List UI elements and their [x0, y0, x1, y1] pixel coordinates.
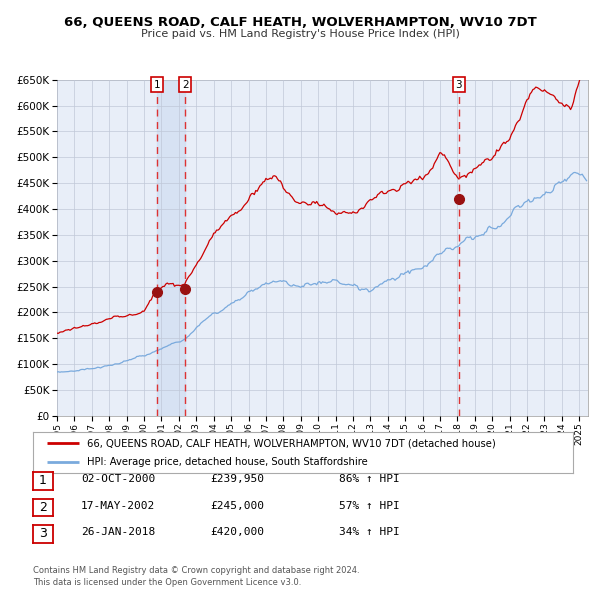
Text: £239,950: £239,950 [210, 474, 264, 484]
Text: Contains HM Land Registry data © Crown copyright and database right 2024.
This d: Contains HM Land Registry data © Crown c… [33, 566, 359, 587]
Text: 2: 2 [39, 501, 47, 514]
Text: 57% ↑ HPI: 57% ↑ HPI [339, 501, 400, 510]
Text: 17-MAY-2002: 17-MAY-2002 [81, 501, 155, 510]
Text: £420,000: £420,000 [210, 527, 264, 537]
Text: 1: 1 [39, 474, 47, 487]
Text: 34% ↑ HPI: 34% ↑ HPI [339, 527, 400, 537]
Bar [157, 80, 185, 416]
Text: 66, QUEENS ROAD, CALF HEATH, WOLVERHAMPTON, WV10 7DT (detached house): 66, QUEENS ROAD, CALF HEATH, WOLVERHAMPT… [87, 438, 496, 448]
Text: 66, QUEENS ROAD, CALF HEATH, WOLVERHAMPTON, WV10 7DT: 66, QUEENS ROAD, CALF HEATH, WOLVERHAMPT… [64, 16, 536, 29]
Text: 2: 2 [182, 80, 188, 90]
Text: £245,000: £245,000 [210, 501, 264, 510]
Text: HPI: Average price, detached house, South Staffordshire: HPI: Average price, detached house, Sout… [87, 457, 368, 467]
Text: Price paid vs. HM Land Registry's House Price Index (HPI): Price paid vs. HM Land Registry's House … [140, 30, 460, 39]
Text: 86% ↑ HPI: 86% ↑ HPI [339, 474, 400, 484]
Text: 1: 1 [154, 80, 160, 90]
Text: 02-OCT-2000: 02-OCT-2000 [81, 474, 155, 484]
Text: 26-JAN-2018: 26-JAN-2018 [81, 527, 155, 537]
Text: 3: 3 [455, 80, 462, 90]
Text: 3: 3 [39, 527, 47, 540]
